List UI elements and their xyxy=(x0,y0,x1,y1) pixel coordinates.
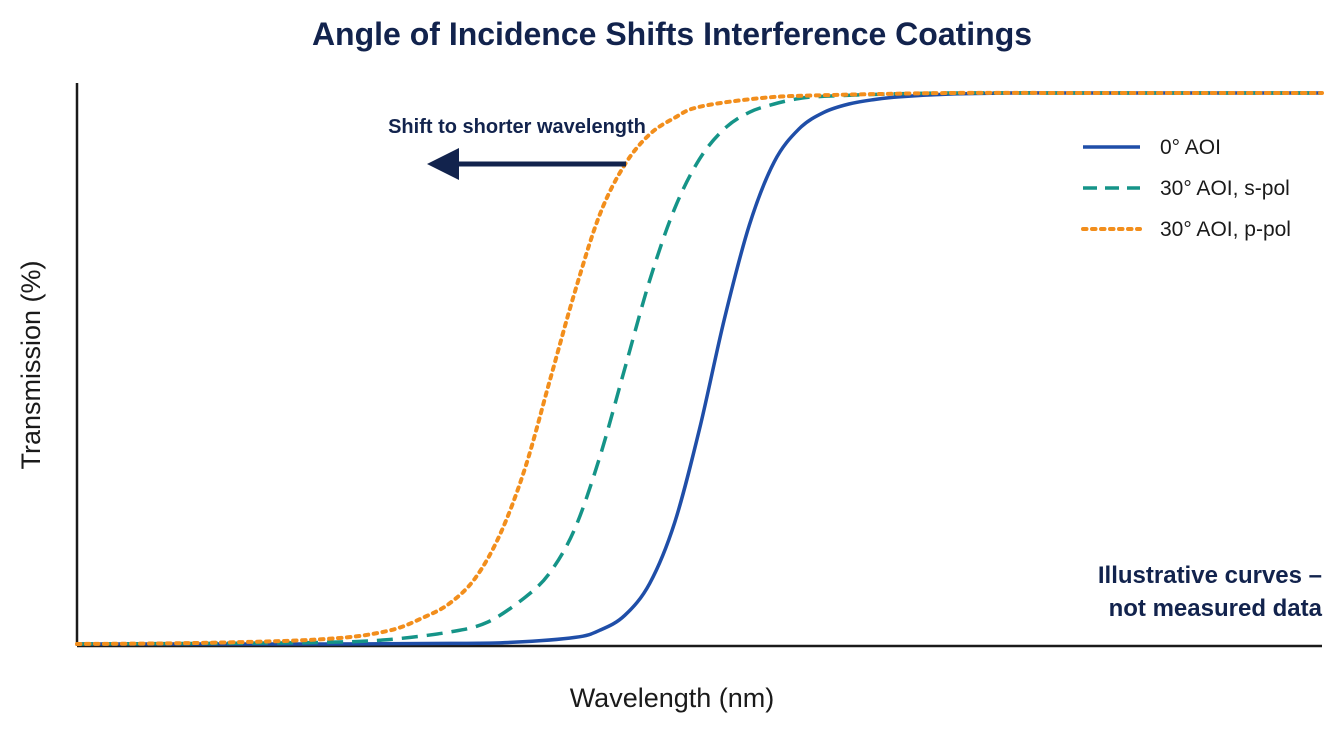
axes xyxy=(75,83,1322,648)
shift-annotation: Shift to shorter wavelength xyxy=(388,116,646,180)
chart-title: Angle of Incidence Shifts Interference C… xyxy=(312,16,1032,52)
y-axis-label: Transmission (%) xyxy=(16,260,46,469)
shift-arrow-head-icon xyxy=(427,148,459,180)
series-line-1 xyxy=(76,91,1322,646)
series-layer xyxy=(75,90,1324,646)
legend-label-0: 0° AOI xyxy=(1160,136,1221,159)
series-line-2 xyxy=(75,90,1324,646)
shift-arrow-label: Shift to shorter wavelength xyxy=(388,116,646,138)
legend-label-1: 30° AOI, s-pol xyxy=(1160,177,1290,200)
x-axis-label: Wavelength (nm) xyxy=(570,683,775,713)
note-line-1: Illustrative curves – xyxy=(1098,562,1322,589)
legend: 0° AOI 30° AOI, s-pol 30° AOI, p-pol xyxy=(1081,136,1291,241)
legend-label-2: 30° AOI, p-pol xyxy=(1160,218,1291,241)
note-line-2: not measured data xyxy=(1109,595,1323,622)
